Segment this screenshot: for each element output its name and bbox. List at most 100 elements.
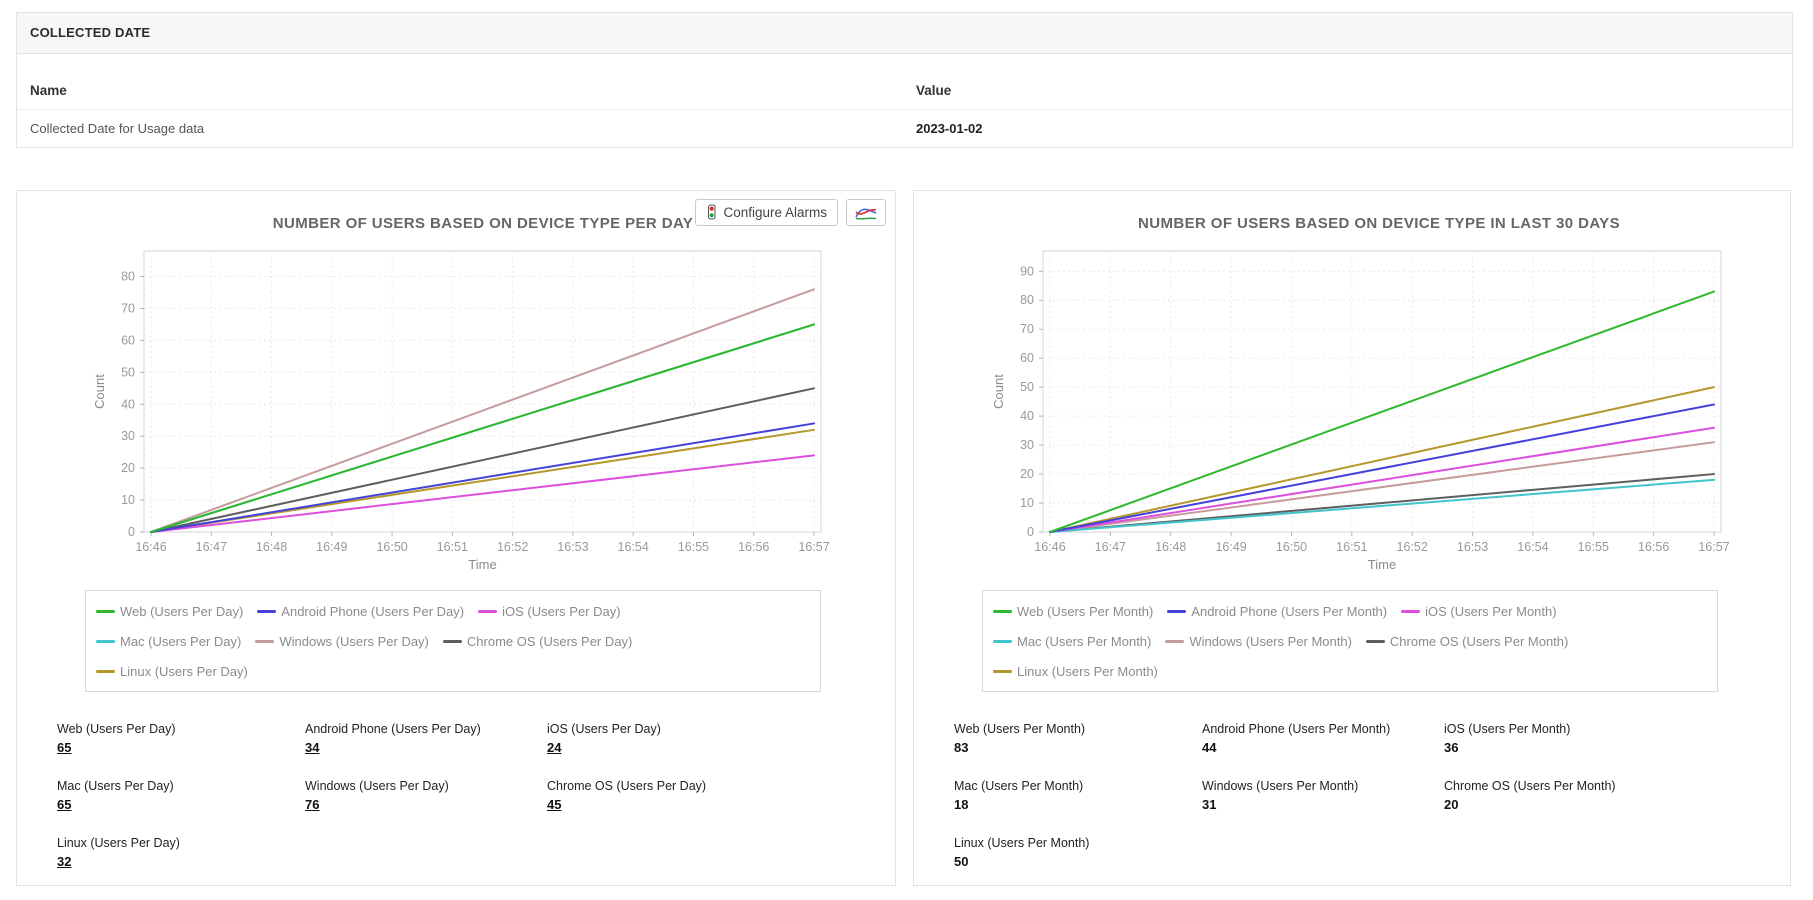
users-last-30-days-panel: NUMBER OF USERS BASED ON DEVICE TYPE IN … — [913, 190, 1791, 886]
metric-value[interactable]: 45 — [547, 797, 562, 812]
series-line — [1049, 478, 1715, 533]
metric-label: Web (Users Per Day) — [57, 722, 176, 736]
y-tick-label: 50 — [121, 365, 135, 379]
metric-label: Mac (Users Per Month) — [954, 779, 1084, 793]
chart-title: NUMBER OF USERS BASED ON DEVICE TYPE IN … — [1138, 215, 1620, 232]
y-tick-label: 20 — [121, 461, 135, 475]
metric-value[interactable]: 24 — [547, 740, 562, 755]
metric-value[interactable]: 32 — [57, 854, 72, 869]
metric-label: Linux (Users Per Day) — [57, 836, 180, 850]
x-tick-label: 16:57 — [798, 540, 829, 554]
x-tick-label: 16:56 — [738, 540, 769, 554]
y-tick-label: 80 — [1020, 293, 1034, 307]
legend-item[interactable]: Android Phone (Users Per Day) — [257, 604, 464, 619]
x-tick-label: 16:47 — [196, 540, 227, 554]
legend-swatch — [1167, 609, 1187, 613]
legend-label: iOS (Users Per Month) — [1425, 603, 1557, 619]
legend-swatch — [478, 609, 498, 613]
legend-swatch — [255, 639, 275, 643]
series-line — [150, 428, 815, 533]
section-title: COLLECTED DATE — [17, 13, 1792, 54]
legend-item[interactable]: Linux (Users Per Day) — [96, 664, 248, 679]
legend-item[interactable]: Chrome OS (Users Per Month) — [1365, 634, 1568, 649]
legend-item[interactable]: Web (Users Per Month) — [993, 604, 1153, 619]
legend-label: Mac (Users Per Day) — [120, 633, 242, 649]
legend-item[interactable]: Mac (Users Per Day) — [96, 634, 241, 649]
x-tick-label: 16:52 — [1397, 540, 1428, 554]
metric-value[interactable]: 65 — [57, 740, 72, 755]
series-line — [1049, 290, 1715, 533]
x-tick-label: 16:49 — [1215, 540, 1246, 554]
metric-label: Mac (Users Per Day) — [57, 779, 174, 793]
y-tick-label: 10 — [1020, 496, 1034, 510]
legend-swatch — [1365, 639, 1385, 643]
plot-area — [1042, 250, 1722, 533]
metric-label: Chrome OS (Users Per Day) — [547, 779, 707, 793]
legend-item[interactable]: iOS (Users Per Day) — [478, 603, 621, 619]
metric-item: Linux (Users Per Month) 50 — [954, 836, 1202, 873]
y-tick-label: 50 — [1020, 380, 1034, 394]
metric-value[interactable]: 65 — [57, 797, 72, 812]
table-header-row: Name Value — [17, 54, 1792, 110]
x-tick-label: 16:56 — [1638, 540, 1669, 554]
metric-label: Android Phone (Users Per Day) — [305, 722, 481, 736]
x-tick-label: 16:49 — [316, 540, 347, 554]
series-line — [150, 422, 815, 533]
collected-date-panel: COLLECTED DATE Name Value Collected Date… — [16, 12, 1793, 148]
legend-label: Chrome OS (Users Per Day) — [466, 633, 633, 649]
configure-alarms-button[interactable]: Configure Alarms — [695, 199, 838, 226]
legend-item[interactable]: Windows (Users Per Day) — [255, 634, 429, 649]
metric-item: Chrome OS (Users Per Month) 20 — [1444, 779, 1774, 816]
legend-swatch — [257, 609, 277, 613]
legend-item[interactable]: Linux (Users Per Month) — [993, 664, 1158, 679]
x-tick-label: 16:46 — [1034, 540, 1065, 554]
line-chart-icon — [855, 208, 877, 219]
series-line — [150, 454, 815, 533]
legend-item[interactable]: Chrome OS (Users Per Day) — [442, 633, 633, 649]
y-tick-label: 90 — [1020, 264, 1034, 278]
legend-swatch — [442, 639, 462, 643]
metric-label: Linux (Users Per Month) — [954, 836, 1090, 850]
metric-label: iOS (Users Per Month) — [1444, 722, 1571, 736]
metric-value: 44 — [1202, 740, 1217, 755]
y-tick-label: 70 — [121, 301, 135, 315]
metric-label: Android Phone (Users Per Month) — [1202, 722, 1391, 736]
metric-item: iOS (Users Per Day) 24 — [547, 722, 879, 759]
series-line — [1049, 426, 1715, 533]
y-tick-label: 20 — [1020, 467, 1034, 481]
series-line — [1049, 441, 1715, 533]
legend-item[interactable]: iOS (Users Per Month) — [1401, 603, 1557, 619]
metric-item: Mac (Users Per Day) 65 — [57, 779, 305, 816]
y-axis-label: Count — [92, 374, 107, 409]
panel-toolbar: Configure Alarms — [695, 199, 886, 226]
metric-value: 20 — [1444, 797, 1459, 812]
legend-row: Mac (Users Per Day) Windows (Users Per Da… — [96, 626, 810, 656]
legend-swatch — [993, 639, 1012, 643]
legend-label: iOS (Users Per Day) — [502, 603, 621, 619]
metric-label: iOS (Users Per Day) — [547, 722, 661, 736]
x-tick-label: 16:53 — [1457, 540, 1488, 554]
legend-item[interactable]: Web (Users Per Day) — [96, 604, 243, 619]
legend-row: Mac (Users Per Month) Windows (Users Per … — [993, 626, 1707, 656]
configure-alarms-label: Configure Alarms — [723, 205, 827, 220]
y-tick-label: 80 — [121, 270, 135, 284]
legend-item[interactable]: Windows (Users Per Month) — [1165, 634, 1352, 649]
legend-row: Linux (Users Per Day) — [96, 656, 810, 686]
chart-title: NUMBER OF USERS BASED ON DEVICE TYPE PER… — [272, 215, 694, 232]
metric-item: Mac (Users Per Month) 18 — [954, 779, 1202, 816]
x-tick-label: 16:50 — [1276, 540, 1307, 554]
metric-value[interactable]: 76 — [305, 797, 320, 812]
metric-value: 18 — [954, 797, 969, 812]
plot-area — [143, 250, 822, 533]
x-tick-label: 16:54 — [618, 540, 649, 554]
y-tick-label: 60 — [121, 333, 135, 347]
chart-view-toggle-button[interactable] — [846, 199, 886, 226]
metric-item: Web (Users Per Day) 65 — [57, 722, 305, 759]
y-tick-label: 10 — [121, 493, 135, 507]
legend-item[interactable]: Android Phone (Users Per Month) — [1167, 604, 1387, 619]
legend-label: Web (Users Per Month) — [1017, 603, 1154, 619]
row-name: Collected Date for Usage data — [30, 121, 205, 136]
metric-value[interactable]: 34 — [305, 740, 320, 755]
legend-item[interactable]: Mac (Users Per Month) — [993, 634, 1151, 649]
y-tick-label: 30 — [121, 429, 135, 443]
